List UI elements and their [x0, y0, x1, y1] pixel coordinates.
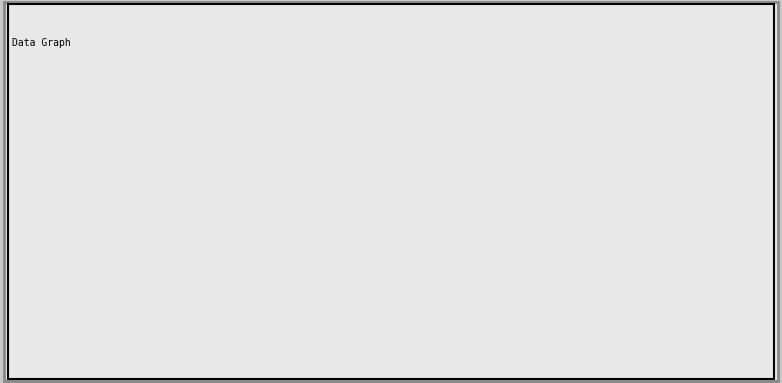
X-axis label: Date: Date [357, 332, 390, 346]
Text: Teledyne Downstream  Avg-- Velocity  ( ft/s ): Teledyne Downstream Avg-- Velocity ( ft/… [209, 354, 512, 364]
Text: Data Graph: Data Graph [12, 38, 70, 48]
Title: Bechtold Park Downstream/Outfall Location
Velocity Comparison  RQ-30 vs. Downstr: Bechtold Park Downstream/Outfall Locatio… [189, 41, 558, 69]
Text: RQ-30  Avg-- Velocity  ( ft/s ): RQ-30 Avg-- Velocity ( ft/s ) [209, 328, 418, 338]
